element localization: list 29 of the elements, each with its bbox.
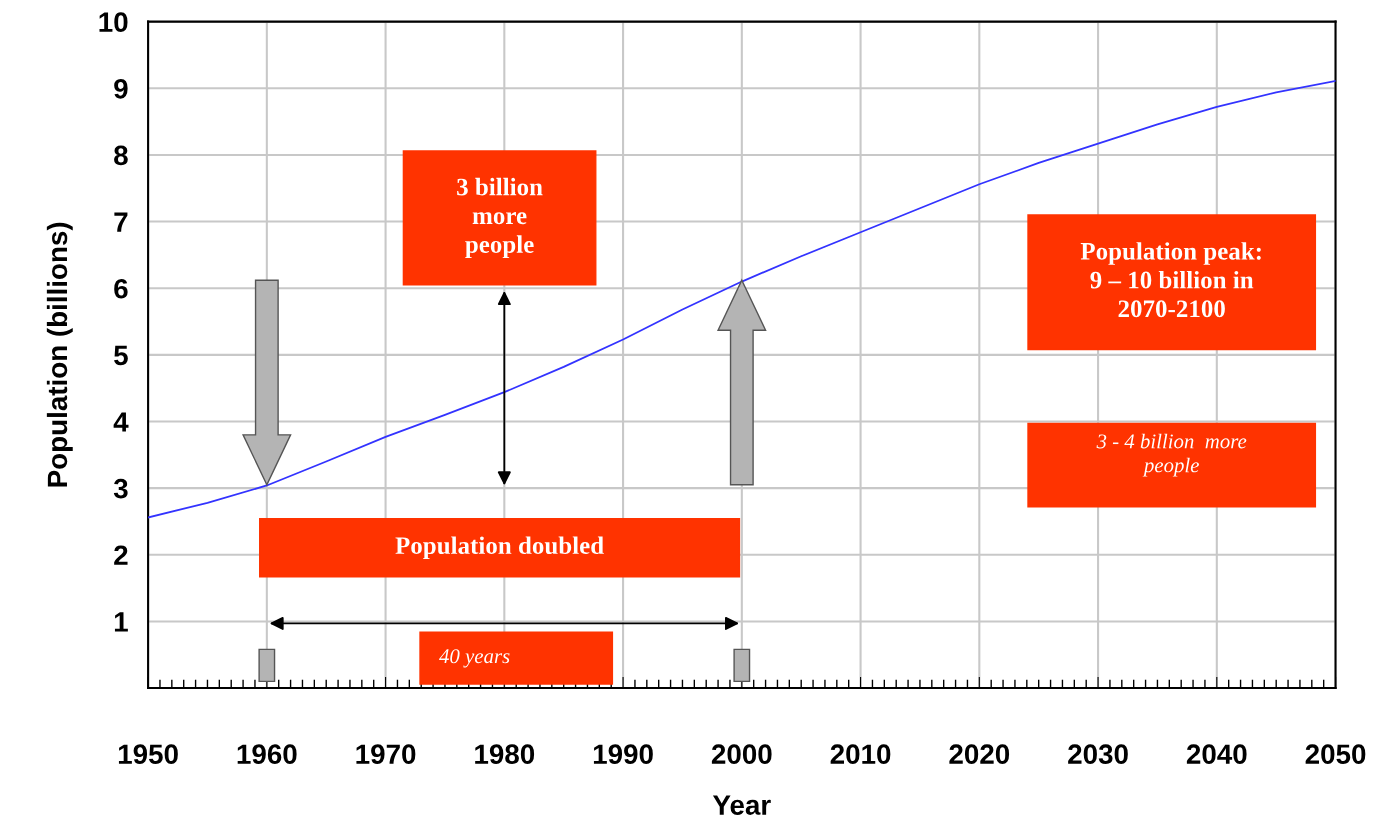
annotation: Population peak: 9 – 10 billion in 2070-2100 — [1080, 242, 1261, 318]
y-tick-label: 7 — [114, 212, 128, 232]
x-tick-label: 2020 — [949, 744, 1010, 765]
y-tick-label: 4 — [113, 412, 129, 432]
y-tick-label: 9 — [114, 78, 128, 99]
y-tick-label: 6 — [114, 278, 128, 299]
x-tick-label: 2000 — [711, 744, 772, 765]
y-tick-label: 10 — [99, 12, 128, 32]
x-tick-label: 1990 — [593, 744, 653, 765]
x-tick-label: 2040 — [1186, 744, 1247, 765]
y-tick-label: 3 — [113, 478, 128, 499]
annotation: 40 years — [439, 649, 510, 668]
y-tick-label: 8 — [114, 145, 128, 166]
x-axis-title: Year — [712, 795, 771, 815]
y-tick-label: 5 — [114, 345, 128, 366]
y-axis-title: Population (billions) — [46, 222, 73, 487]
line-series — [148, 80, 1336, 519]
annotation: 3 - 4 billion more people — [1096, 433, 1247, 477]
y-tick-label: 1 — [114, 612, 128, 632]
x-tick-label: 2050 — [1305, 744, 1366, 765]
annotation: 3 billion more people — [457, 177, 543, 258]
x-tick-label: 1970 — [356, 744, 416, 765]
x-tick-label: 2010 — [830, 744, 891, 765]
x-tick-label: 1980 — [475, 744, 535, 765]
x-tick-label: 1960 — [237, 744, 297, 765]
x-tick-label: 1950 — [118, 744, 178, 765]
x-tick-label: 2030 — [1068, 744, 1128, 765]
annotation: Population doubled — [395, 536, 604, 560]
y-tick-label: 2 — [114, 545, 128, 565]
